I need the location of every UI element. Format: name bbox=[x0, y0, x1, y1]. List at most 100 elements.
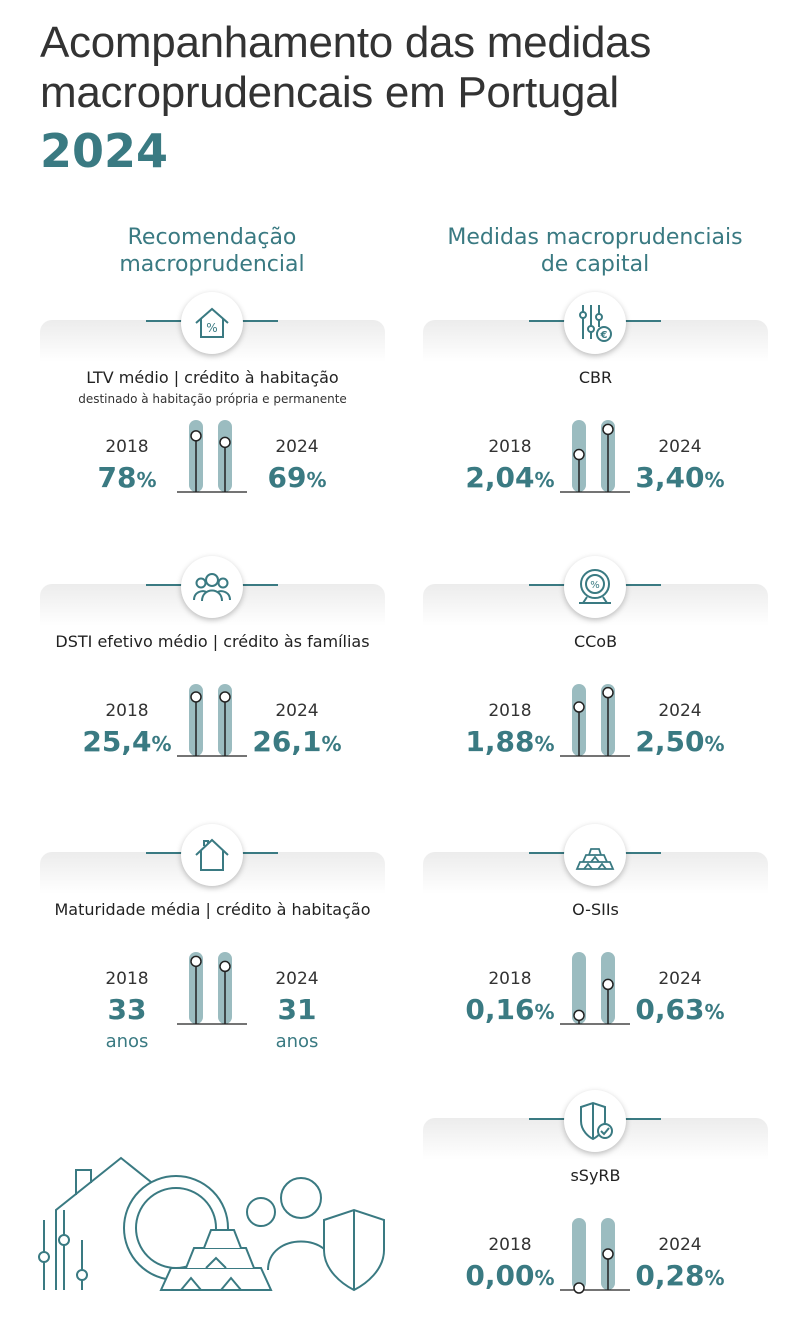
value-2018-suffix: % bbox=[534, 1266, 555, 1290]
left-heading-line-1: Recomendação bbox=[127, 225, 297, 250]
section-label: O-SIIs bbox=[572, 900, 619, 919]
section-label: LTV médio | crédito à habitação bbox=[86, 368, 339, 387]
value-2024: 2,50% bbox=[600, 725, 760, 758]
value-2018-number: 0,00 bbox=[465, 1259, 535, 1292]
svg-text:%: % bbox=[206, 321, 217, 335]
value-2024-suffix: % bbox=[321, 732, 342, 756]
value-2018-number: 1,88 bbox=[465, 725, 535, 758]
year-2024-label: 2024 bbox=[658, 437, 702, 457]
value-2024: 3,40% bbox=[600, 461, 760, 494]
comparison-gauge bbox=[177, 416, 247, 496]
marker-2018 bbox=[573, 448, 585, 461]
value-2024-suffix: % bbox=[704, 1266, 725, 1290]
gold-bars-icon bbox=[575, 848, 615, 870]
value-2018-suffix: % bbox=[534, 468, 555, 492]
section-sublabel: destinado à habitação própria e permanen… bbox=[78, 392, 347, 406]
year-2024-label: 2024 bbox=[658, 701, 702, 721]
marker-2024 bbox=[219, 691, 231, 703]
value-2018: 0,00% bbox=[430, 1259, 590, 1292]
gold-bars-icon bbox=[564, 824, 626, 886]
marker-2018 bbox=[573, 701, 585, 713]
marker-2024 bbox=[602, 686, 614, 699]
value-2018-number: 33 bbox=[107, 993, 147, 1026]
marker-2018 bbox=[573, 1009, 585, 1022]
value-2024-number: 0,28 bbox=[635, 1259, 705, 1292]
shield-check-icon bbox=[580, 1101, 613, 1141]
title-line-1: Acompanhamento das medidas bbox=[40, 18, 652, 67]
section-label: Maturidade média | crédito à habitação bbox=[54, 900, 371, 919]
sliders-euro-icon: € bbox=[579, 305, 612, 342]
year-2018-label: 2018 bbox=[105, 701, 149, 721]
year-2018-label: 2018 bbox=[488, 701, 532, 721]
house-icon bbox=[181, 824, 243, 886]
right-heading-line-1: Medidas macroprudenciais bbox=[447, 225, 743, 250]
percent-scale-icon: % bbox=[579, 569, 611, 604]
marker-2024 bbox=[602, 978, 614, 991]
right-column-heading: Medidas macroprudenciais de capital bbox=[415, 224, 775, 278]
value-2024-number: 3,40 bbox=[635, 461, 705, 494]
year-2024-label: 2024 bbox=[658, 1235, 702, 1255]
comparison-gauge bbox=[560, 1214, 630, 1294]
year-2018-label: 2018 bbox=[105, 437, 149, 457]
people-icon bbox=[181, 556, 243, 618]
value-2018-number: 2,04 bbox=[465, 461, 535, 494]
comparison-gauge bbox=[560, 416, 630, 496]
bar-2018 bbox=[572, 952, 586, 1024]
value-2018-suffix: % bbox=[534, 732, 555, 756]
comparison-gauge bbox=[177, 680, 247, 760]
value-2018: 0,16% bbox=[430, 993, 590, 1026]
value-2018: 25,4% bbox=[47, 725, 207, 758]
value-2024-number: 31 bbox=[277, 993, 317, 1026]
year-2024-label: 2024 bbox=[658, 969, 702, 989]
svg-text:€: € bbox=[600, 330, 608, 341]
year-2018-label: 2018 bbox=[488, 437, 532, 457]
value-2024-suffix: % bbox=[704, 468, 725, 492]
value-2018: 2,04% bbox=[430, 461, 590, 494]
comparison-gauge bbox=[177, 948, 247, 1028]
marker-2018 bbox=[190, 955, 202, 968]
sliders-euro-icon: € bbox=[564, 292, 626, 354]
section-label: CBR bbox=[578, 368, 613, 387]
right-heading-line-2: de capital bbox=[540, 252, 650, 277]
value-2024: 69% bbox=[217, 461, 377, 494]
value-2024-number: 26,1 bbox=[252, 725, 322, 758]
year-2024-label: 2024 bbox=[275, 437, 319, 457]
unit-2018: anos bbox=[105, 1031, 149, 1052]
value-2024-suffix: % bbox=[704, 732, 725, 756]
year-2024-label: 2024 bbox=[275, 969, 319, 989]
title-year: 2024 bbox=[40, 124, 169, 178]
people-icon bbox=[193, 573, 231, 602]
value-2024: 26,1% bbox=[217, 725, 377, 758]
value-2018: 78% bbox=[47, 461, 207, 494]
value-2024-number: 69 bbox=[267, 461, 307, 494]
value-2018: 1,88% bbox=[430, 725, 590, 758]
shield-check-icon bbox=[564, 1090, 626, 1152]
title-line-2: macroprudencais em Portugal bbox=[40, 68, 619, 117]
value-2018-suffix: % bbox=[534, 1000, 555, 1024]
house-icon bbox=[195, 838, 229, 871]
year-2018-label: 2018 bbox=[488, 1235, 532, 1255]
year-2018-label: 2018 bbox=[105, 969, 149, 989]
value-2024: 0,28% bbox=[600, 1259, 760, 1292]
value-2018-suffix: % bbox=[151, 732, 172, 756]
decorative-illustration-icon bbox=[38, 1156, 385, 1292]
value-2024: 0,63% bbox=[600, 993, 760, 1026]
marker-2018 bbox=[573, 1282, 585, 1294]
section-label: sSyRB bbox=[570, 1166, 621, 1185]
value-2018-number: 0,16 bbox=[465, 993, 535, 1026]
value-2024: 31 bbox=[217, 993, 377, 1026]
page-title: Acompanhamento das medidas macroprudenca… bbox=[40, 18, 651, 118]
year-2018-label: 2018 bbox=[488, 969, 532, 989]
comparison-gauge bbox=[560, 948, 630, 1028]
marker-2024 bbox=[602, 423, 614, 436]
value-2024-suffix: % bbox=[306, 468, 327, 492]
percent-scale-icon: % bbox=[564, 556, 626, 618]
value-2024-suffix: % bbox=[704, 1000, 725, 1024]
marker-2018 bbox=[190, 430, 202, 442]
marker-2024 bbox=[602, 1248, 614, 1260]
bar-2018 bbox=[572, 1218, 586, 1290]
marker-2024 bbox=[219, 960, 231, 973]
year-2024-label: 2024 bbox=[275, 701, 319, 721]
section-label: DSTI efetivo médio | crédito às famílias bbox=[55, 632, 370, 651]
house-percent-icon: % bbox=[181, 292, 243, 354]
